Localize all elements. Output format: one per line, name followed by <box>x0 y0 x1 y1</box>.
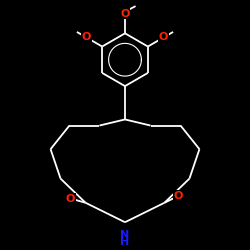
Text: O: O <box>82 32 91 42</box>
Text: O: O <box>159 32 168 42</box>
Text: O: O <box>174 191 183 201</box>
Text: N: N <box>120 230 130 240</box>
Text: O: O <box>120 9 130 19</box>
Text: O: O <box>66 194 75 203</box>
Text: H: H <box>120 237 130 247</box>
